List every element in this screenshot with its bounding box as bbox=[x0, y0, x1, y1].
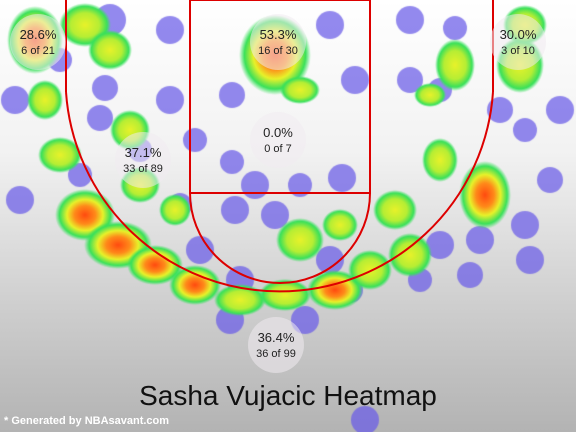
zone-restricted-area: 53.3% 16 of 30 bbox=[250, 14, 306, 70]
zone-pct: 30.0% bbox=[499, 26, 537, 42]
zone-left-mid-range: 37.1% 33 of 89 bbox=[115, 132, 171, 188]
paint-key bbox=[189, 0, 371, 194]
zone-pct: 36.4% bbox=[257, 329, 295, 345]
zone-count: 0 of 7 bbox=[264, 142, 292, 155]
zone-count: 33 of 89 bbox=[123, 162, 163, 175]
zone-count: 3 of 10 bbox=[501, 44, 535, 57]
chart-title: Sasha Vujacic Heatmap bbox=[139, 380, 437, 411]
free-throw-arc bbox=[189, 192, 371, 284]
generated-by-footer: * Generated by NBAsavant.com bbox=[4, 415, 170, 427]
three-point-arc bbox=[65, 91, 494, 293]
zone-pct: 53.3% bbox=[259, 26, 297, 42]
zone-count: 6 of 21 bbox=[21, 44, 55, 57]
zone-above-break-three: 36.4% 36 of 99 bbox=[248, 317, 304, 373]
zone-paint-non-ra: 0.0% 0 of 7 bbox=[250, 112, 306, 168]
zone-count: 36 of 99 bbox=[256, 347, 296, 360]
zone-pct: 37.1% bbox=[124, 144, 162, 160]
zone-pct: 28.6% bbox=[19, 26, 57, 42]
zone-right-corner-three: 30.0% 3 of 10 bbox=[490, 14, 546, 70]
zone-left-corner-three: 28.6% 6 of 21 bbox=[10, 14, 66, 70]
zone-pct: 0.0% bbox=[263, 124, 293, 140]
zone-count: 16 of 30 bbox=[258, 44, 298, 57]
